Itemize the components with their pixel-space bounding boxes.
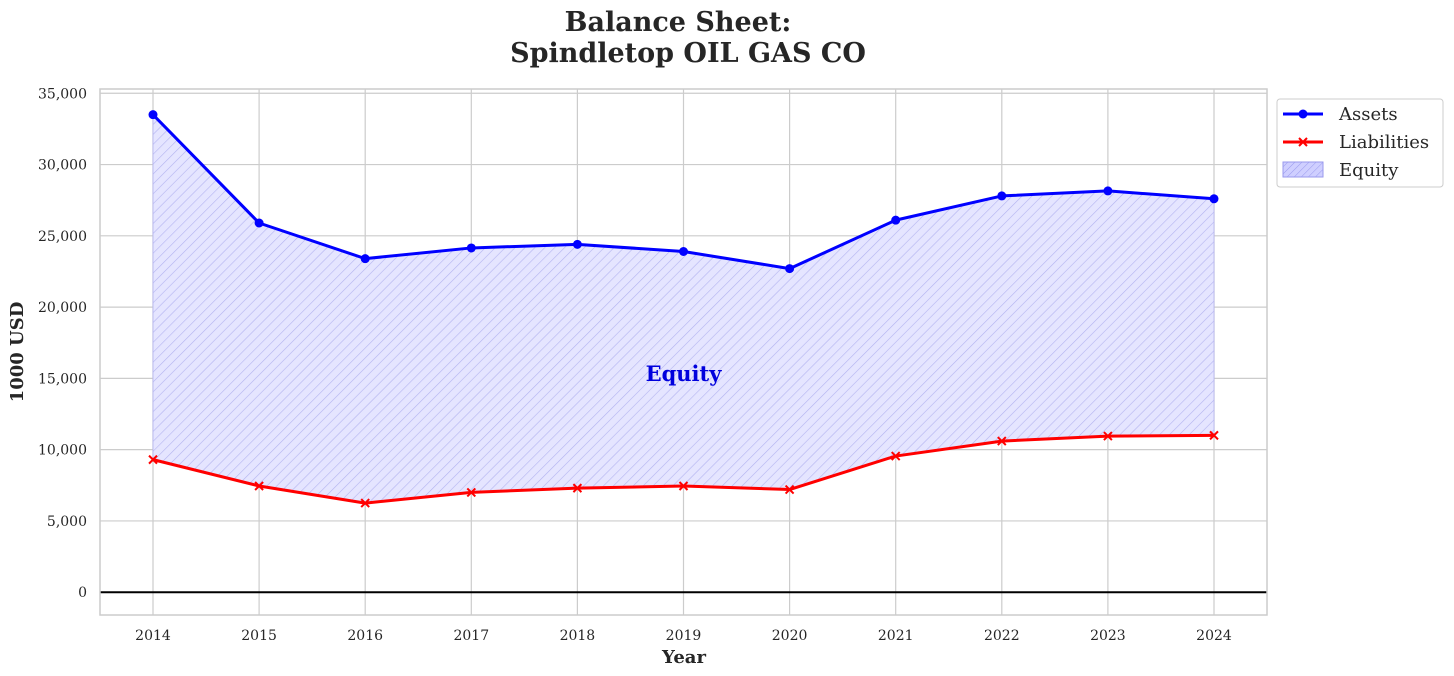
legend-equity-label: Equity bbox=[1339, 160, 1399, 181]
assets-point bbox=[891, 215, 901, 225]
assets-point bbox=[254, 218, 264, 228]
liabilities-point bbox=[466, 487, 477, 498]
assets-point bbox=[148, 110, 158, 120]
x-tick-label: 2016 bbox=[347, 628, 383, 644]
assets-point bbox=[466, 243, 476, 253]
y-tick-label: 20,000 bbox=[38, 300, 87, 316]
x-axis-label: Year bbox=[661, 647, 706, 668]
x-tick-label: 2020 bbox=[772, 628, 808, 644]
x-tick-label: 2015 bbox=[241, 628, 277, 644]
liabilities-point bbox=[360, 498, 370, 508]
legend-assets-marker bbox=[1298, 109, 1308, 119]
x-tick-label: 2021 bbox=[878, 628, 914, 644]
y-tick-label: 35,000 bbox=[38, 86, 87, 102]
plot-frame bbox=[99, 88, 1268, 616]
liabilities-point bbox=[148, 454, 158, 465]
tick-labels: 2014 2015 2016 2017 2018 2019 2020 2021 2022 2023… bbox=[38, 86, 1232, 644]
x-tick-label: 2019 bbox=[666, 628, 702, 644]
legend-assets-label: Assets bbox=[1338, 104, 1398, 125]
chart-title-line-1: Balance Sheet: bbox=[565, 7, 792, 38]
y-tick-label: 15,000 bbox=[38, 371, 87, 387]
y-tick-label: 5,000 bbox=[47, 514, 87, 530]
y-tick-label: 0 bbox=[78, 585, 87, 601]
assets-point bbox=[360, 254, 370, 264]
liabilities-point bbox=[1103, 431, 1113, 441]
legend: Assets Liabilities Equity bbox=[1276, 98, 1444, 188]
x-tick-label: 2018 bbox=[560, 628, 596, 644]
x-tick-label: 2024 bbox=[1196, 628, 1232, 644]
x-tick-label: 2014 bbox=[135, 628, 171, 644]
legend-equity-swatch bbox=[1282, 161, 1324, 178]
assets-point bbox=[785, 264, 795, 274]
liabilities-point bbox=[1209, 430, 1219, 441]
y-tick-label: 10,000 bbox=[38, 443, 87, 459]
liabilities-point bbox=[890, 451, 901, 461]
x-tick-label: 2023 bbox=[1090, 628, 1126, 644]
assets-point bbox=[997, 191, 1007, 201]
liabilities-point bbox=[572, 483, 583, 493]
legend-liabilities-label: Liabilities bbox=[1339, 132, 1429, 153]
assets-point bbox=[1209, 194, 1219, 204]
liabilities-point bbox=[784, 484, 795, 495]
liabilities-point bbox=[678, 481, 689, 491]
series-layer bbox=[148, 110, 1219, 508]
x-tick-label: 2022 bbox=[984, 628, 1020, 644]
y-tick-label: 25,000 bbox=[38, 229, 87, 245]
assets-point bbox=[679, 247, 688, 257]
liabilities-point bbox=[254, 481, 264, 491]
liabilities-point bbox=[997, 436, 1007, 446]
y-tick-label: 30,000 bbox=[38, 158, 87, 174]
legend-liabilities-marker bbox=[1298, 137, 1308, 147]
equity-annotation: Equity bbox=[646, 361, 723, 386]
assets-point bbox=[1103, 186, 1113, 196]
y-axis-label: 1000 USD bbox=[7, 302, 28, 403]
chart-title-line-2: Spindletop OIL GAS CO bbox=[510, 38, 866, 69]
assets-point bbox=[572, 239, 582, 249]
x-tick-label: 2017 bbox=[453, 628, 489, 644]
